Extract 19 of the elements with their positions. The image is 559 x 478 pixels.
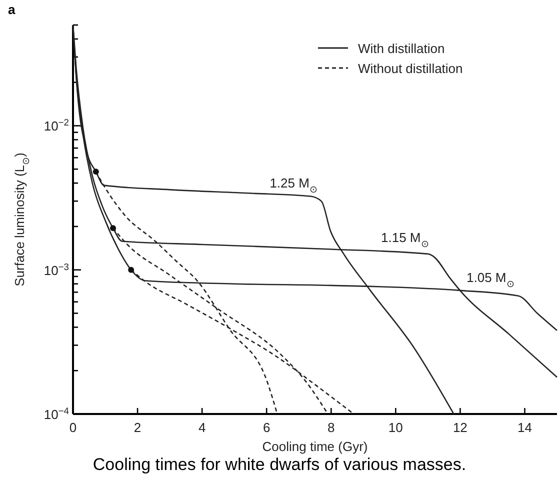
x-axis-title: Cooling time (Gyr) (262, 439, 368, 454)
legend-label: Without distillation (358, 61, 463, 76)
text: a (8, 2, 16, 17)
annotation: 1.15 M$_{⊙}$ (381, 230, 429, 249)
x-tick-label: 14 (518, 420, 532, 435)
x-tick-label: 0 (69, 420, 77, 435)
y-tick-label: 10$^{−2}$ (44, 118, 69, 134)
x-tick-label: 2 (134, 420, 142, 435)
annotation: 1.05 M$_{⊙}$ (466, 270, 514, 289)
annotation: 1.25 M$_{⊙}$ (270, 175, 318, 194)
y-tick-label: 10$^{−4}$ (44, 406, 69, 422)
text: Cooling times for white dwarfs of various masses. (92, 455, 466, 474)
legend-label: With distillation (358, 41, 445, 56)
y-tick-label: 10$^{−3}$ (44, 262, 69, 278)
x-tick-label: 8 (328, 420, 335, 435)
x-tick-label: 10 (388, 420, 403, 435)
x-tick-label: 6 (262, 420, 270, 435)
x-tick-label: 4 (198, 420, 206, 435)
x-tick-label: 12 (452, 420, 468, 435)
